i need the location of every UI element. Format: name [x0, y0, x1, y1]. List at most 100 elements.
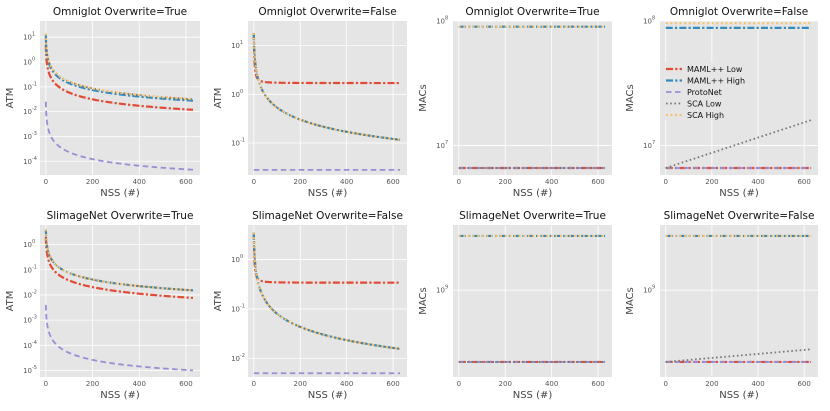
y-tick-label: 10: [436, 287, 445, 295]
y-tick-label: 10: [23, 317, 32, 325]
y-tick-exponent: 0: [240, 89, 243, 95]
x-tick-label: 400: [340, 178, 353, 186]
series-line-maml-high: [44, 35, 194, 102]
y-axis-label: MACs: [625, 287, 636, 315]
x-axis-label: NSS (#): [719, 390, 759, 401]
x-tick-label: 600: [179, 380, 192, 388]
legend-label: MAML++ High: [687, 77, 745, 86]
x-axis-label: NSS (#): [513, 390, 553, 401]
y-tick-label: 10: [23, 342, 32, 350]
y-tick-exponent: 9: [652, 285, 655, 291]
y-tick-label: 10: [23, 291, 32, 299]
y-tick-label: 10: [436, 18, 445, 26]
y-tick-label: 10: [23, 34, 32, 42]
series-line-maml-low: [252, 232, 401, 284]
plot-area: [40, 21, 200, 175]
x-axis-label: NSS (#): [100, 188, 140, 199]
y-tick-exponent: 8: [652, 16, 655, 22]
subplot-title: Omniglot Overwrite=False: [670, 6, 808, 18]
x-axis-label: NSS (#): [308, 390, 348, 401]
y-tick-exponent: 9: [445, 285, 448, 291]
legend: MAML++ Low MAML++ High ProtoNet SCA Low SCA …: [664, 62, 745, 120]
series-line-sca-high: [44, 229, 194, 292]
legend-label: SCA High: [687, 111, 724, 120]
y-tick-exponent: -2: [240, 353, 245, 359]
legend-label: ProtoNet: [687, 88, 722, 97]
y-tick-label: 10: [231, 139, 240, 147]
y-axis-label: MACs: [625, 84, 636, 112]
plot-area: [453, 225, 612, 377]
y-tick-label: 10: [231, 42, 240, 50]
y-axis-label: MACs: [418, 287, 429, 315]
y-tick-label: 10: [23, 367, 32, 375]
x-tick-label: 0: [664, 380, 668, 388]
y-axis-label: MACs: [418, 84, 429, 112]
subplot-title: Omniglot Overwrite=True: [53, 6, 187, 18]
legend-label: SCA Low: [687, 100, 722, 109]
x-tick-label: 0: [252, 380, 256, 388]
x-tick-label: 0: [44, 178, 48, 186]
x-tick-label: 600: [179, 178, 192, 186]
x-tick-label: 400: [133, 178, 146, 186]
subplot-8: 0 200 400 600 10 9 SlimageNet Overwrite=False N…: [625, 210, 818, 401]
x-tick-label: 600: [797, 178, 810, 186]
series-line-maml-low: [44, 236, 194, 300]
x-tick-label: 0: [457, 380, 461, 388]
series-line-sca-high: [252, 232, 401, 350]
y-axis-label: ATM: [213, 88, 224, 109]
subplot-title: Omniglot Overwrite=False: [258, 6, 396, 18]
series-line-maml-low: [252, 33, 401, 85]
plot-area: [660, 225, 818, 377]
series-line-sca-high: [44, 33, 194, 101]
legend-box: [664, 62, 744, 120]
y-tick-exponent: 0: [240, 254, 243, 260]
y-tick-exponent: 0: [32, 239, 35, 245]
y-tick-label: 10: [23, 266, 32, 274]
y-tick-label: 10: [643, 142, 652, 150]
x-tick-label: 200: [294, 178, 307, 186]
legend-label: MAML++ Low: [687, 65, 743, 74]
x-tick-label: 400: [545, 178, 558, 186]
x-tick-label: 400: [545, 380, 558, 388]
x-tick-label: 600: [797, 380, 810, 388]
y-tick-exponent: -1: [240, 303, 245, 309]
x-tick-label: 600: [386, 380, 399, 388]
x-tick-label: 0: [664, 178, 668, 186]
y-tick-label: 10: [231, 355, 240, 363]
x-tick-label: 400: [751, 178, 764, 186]
y-tick-label: 10: [23, 108, 32, 116]
y-tick-exponent: -2: [32, 106, 37, 112]
y-tick-label: 10: [23, 83, 32, 91]
x-axis-label: NSS (#): [513, 188, 553, 199]
plot-area: [248, 21, 407, 175]
x-axis-label: NSS (#): [100, 390, 140, 401]
y-tick-exponent: -1: [32, 81, 37, 87]
y-tick-label: 10: [23, 133, 32, 141]
y-axis-label: ATM: [5, 291, 16, 312]
y-tick-exponent: -3: [32, 315, 37, 321]
x-tick-label: 600: [591, 380, 604, 388]
y-tick-label: 10: [643, 287, 652, 295]
y-tick-exponent: -5: [32, 365, 37, 371]
x-tick-label: 0: [457, 178, 461, 186]
y-tick-exponent: -4: [32, 156, 37, 162]
x-tick-label: 600: [591, 178, 604, 186]
subplot-title: SlimageNet Overwrite=True: [459, 210, 606, 222]
y-axis-label: ATM: [213, 291, 224, 312]
plot-area: [248, 225, 407, 377]
plot-area: [453, 21, 612, 175]
y-tick-exponent: -4: [32, 340, 37, 346]
x-tick-label: 0: [44, 380, 48, 388]
y-tick-exponent: 1: [32, 32, 35, 38]
y-tick-exponent: -1: [240, 137, 245, 143]
y-tick-label: 10: [231, 91, 240, 99]
subplot-title: SlimageNet Overwrite=True: [47, 210, 194, 222]
y-tick-label: 10: [231, 256, 240, 264]
